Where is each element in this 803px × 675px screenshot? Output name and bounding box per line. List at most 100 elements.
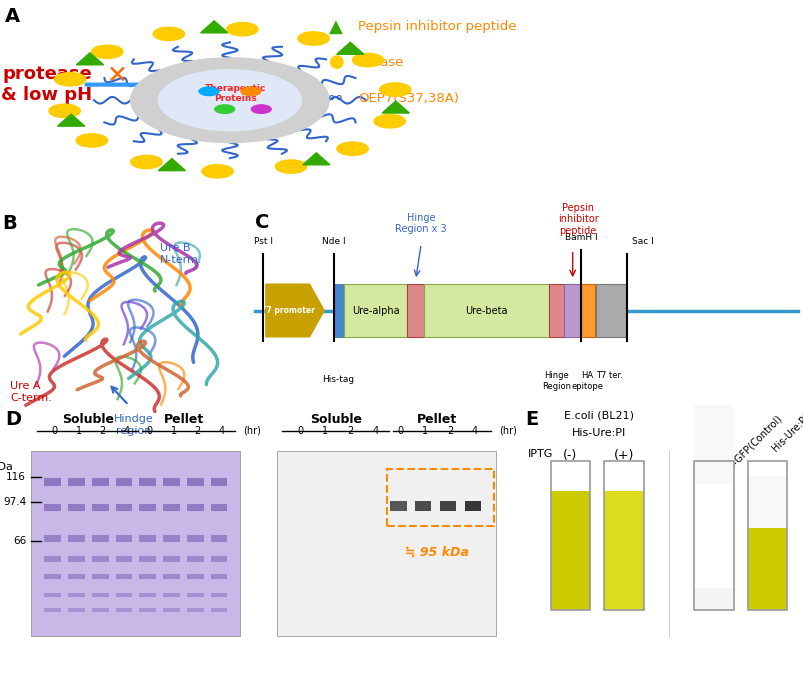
Bar	[44, 478, 61, 486]
Text: B: B	[2, 214, 18, 233]
Text: HA
epitope: HA epitope	[571, 371, 603, 391]
Bar	[68, 478, 85, 486]
Bar	[747, 529, 786, 610]
Bar	[389, 501, 406, 512]
Text: (-): (-)	[563, 449, 577, 462]
Bar	[92, 504, 108, 511]
Bar	[139, 478, 156, 486]
Circle shape	[202, 165, 233, 178]
Text: 97.4: 97.4	[3, 497, 26, 508]
Text: C: C	[255, 213, 269, 232]
Text: 4: 4	[471, 426, 478, 436]
Text: His-tag: His-tag	[322, 375, 354, 384]
Text: 0: 0	[397, 426, 403, 436]
Bar	[604, 462, 642, 610]
Circle shape	[76, 134, 108, 147]
Bar	[68, 504, 85, 511]
Text: ≒ 95 kDa: ≒ 95 kDa	[405, 546, 469, 559]
Polygon shape	[381, 101, 409, 113]
Polygon shape	[266, 284, 324, 337]
Circle shape	[199, 87, 218, 96]
Text: His-Ure:PI: His-Ure:PI	[769, 412, 803, 454]
Bar	[414, 501, 431, 512]
Text: (+): (+)	[613, 449, 634, 462]
Text: protease
& low pH: protease & low pH	[2, 65, 92, 104]
Text: 2: 2	[347, 426, 353, 436]
Bar	[210, 556, 227, 562]
Circle shape	[379, 83, 410, 97]
Bar	[116, 504, 132, 511]
Text: 66: 66	[13, 536, 26, 546]
Text: (hr): (hr)	[243, 426, 260, 436]
Text: T7 promoter: T7 promoter	[261, 306, 315, 315]
Bar	[187, 556, 203, 562]
Circle shape	[241, 87, 260, 96]
Text: ⚯: ⚯	[329, 90, 341, 105]
Text: Ure-alpha: Ure-alpha	[352, 306, 399, 315]
Bar	[163, 556, 180, 562]
Text: Pellet: Pellet	[417, 412, 457, 425]
Circle shape	[297, 32, 328, 45]
Text: ●: ●	[329, 53, 344, 72]
Bar	[333, 284, 343, 337]
Bar	[44, 556, 61, 562]
Bar	[210, 574, 227, 579]
Bar	[595, 284, 626, 337]
Text: Ure A
C-term.: Ure A C-term.	[10, 381, 52, 403]
Text: E.coli (BL21): E.coli (BL21)	[563, 410, 633, 420]
Bar	[163, 504, 180, 511]
Text: Sac I: Sac I	[631, 237, 653, 246]
Circle shape	[55, 73, 86, 86]
Circle shape	[131, 155, 162, 169]
Circle shape	[49, 104, 80, 117]
Circle shape	[251, 105, 271, 113]
Bar	[210, 593, 227, 597]
Circle shape	[226, 22, 258, 36]
Bar	[92, 593, 108, 597]
Bar	[116, 478, 132, 486]
Text: 0: 0	[297, 426, 304, 436]
Text: A: A	[5, 7, 20, 26]
Bar	[694, 357, 732, 484]
Bar	[423, 284, 548, 337]
Bar	[163, 478, 180, 486]
Bar	[68, 593, 85, 597]
Bar	[187, 608, 203, 612]
Bar	[92, 535, 108, 541]
Bar	[604, 491, 642, 610]
Polygon shape	[158, 159, 185, 171]
Bar	[187, 574, 203, 579]
Bar	[694, 462, 732, 610]
Text: E: E	[525, 410, 538, 429]
Text: 2: 2	[194, 426, 200, 436]
Bar	[44, 608, 61, 612]
Text: Hinge
Region x 3: Hinge Region x 3	[395, 213, 446, 234]
Text: His-Ure:PI: His-Ure:PI	[571, 428, 625, 438]
Bar	[139, 556, 156, 562]
Text: 1: 1	[75, 426, 82, 436]
Text: Ure-beta: Ure-beta	[464, 306, 507, 315]
Text: 0: 0	[147, 426, 153, 436]
Bar	[116, 593, 132, 597]
Bar	[187, 478, 203, 486]
Bar	[139, 535, 156, 541]
Bar	[44, 535, 61, 541]
Bar	[187, 535, 203, 541]
Bar	[550, 462, 589, 610]
Bar	[68, 608, 85, 612]
Text: 1: 1	[322, 426, 328, 436]
Bar	[464, 501, 481, 512]
Circle shape	[130, 58, 329, 142]
Circle shape	[92, 45, 123, 59]
Bar	[139, 608, 156, 612]
Bar	[92, 608, 108, 612]
Polygon shape	[303, 153, 329, 165]
Bar	[187, 504, 203, 511]
Bar	[139, 574, 156, 579]
Circle shape	[214, 105, 234, 113]
Text: IPTG: IPTG	[528, 449, 553, 458]
Bar	[116, 608, 132, 612]
Bar	[92, 556, 108, 562]
Text: 1: 1	[422, 426, 428, 436]
Bar	[210, 504, 227, 511]
